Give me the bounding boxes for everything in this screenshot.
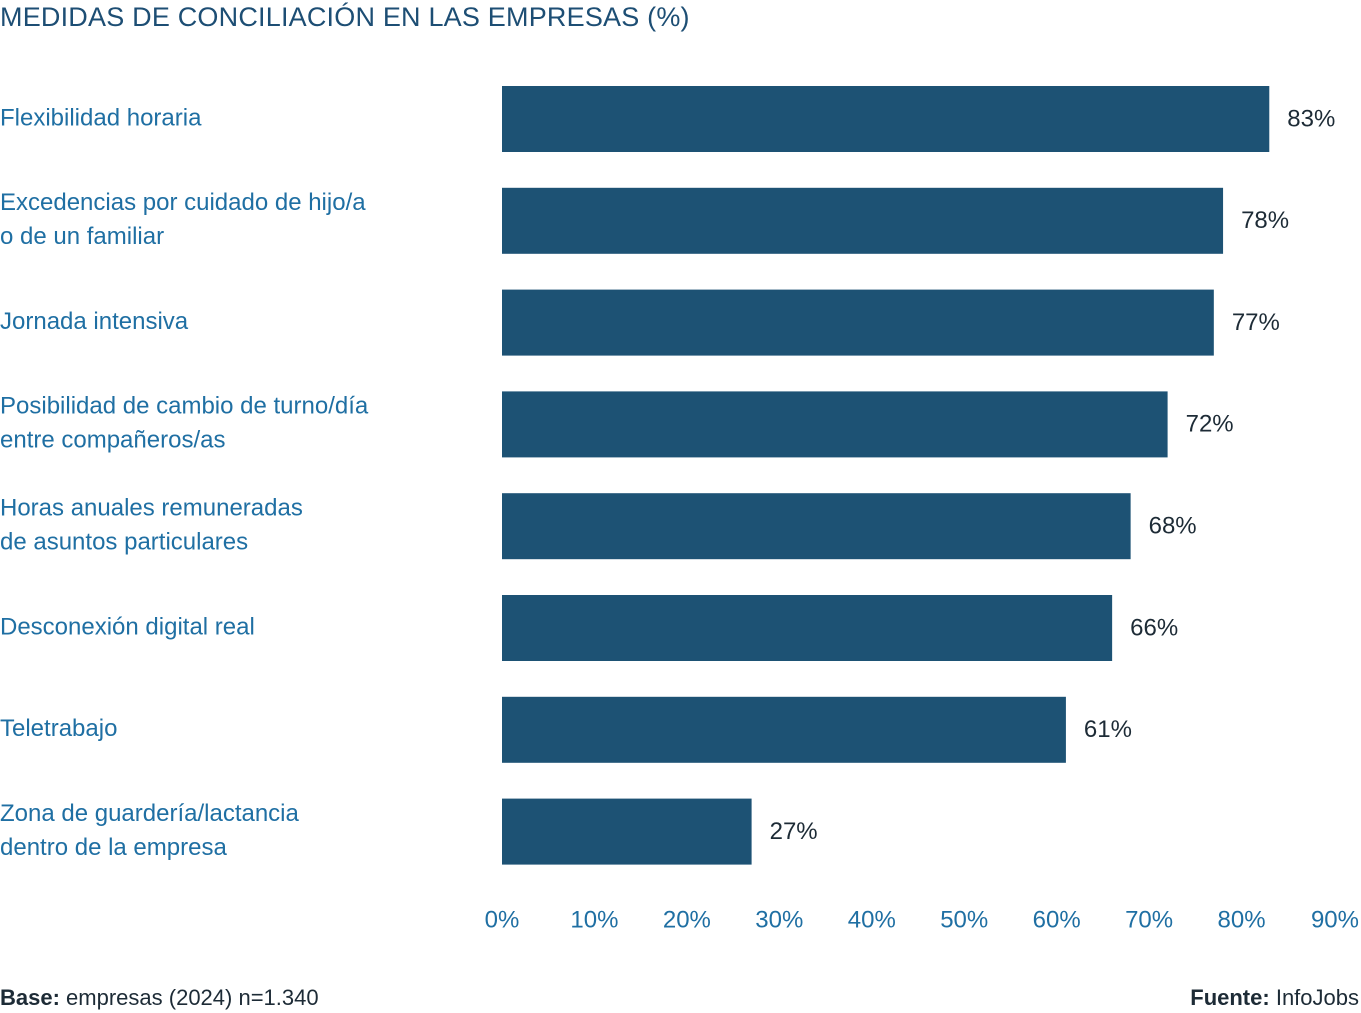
category-label: Posibilidad de cambio de turno/día entre …	[0, 393, 369, 454]
category-label-line: Excedencias por cuidado de hijo/a	[0, 189, 366, 216]
bar	[502, 289, 1214, 356]
bar	[502, 798, 752, 865]
category-label-line: Desconexión digital real	[0, 613, 255, 640]
category-label: Excedencias por cuidado de hijo/a o de un…	[0, 189, 366, 250]
category-label: Horas anuales remuneradas de asuntos part…	[0, 495, 303, 556]
footer-source-text: InfoJobs	[1275, 985, 1359, 1010]
footer-source-label: Fuente:	[1190, 985, 1270, 1010]
footer-base-text: empresas (2024) n=1.340	[66, 985, 319, 1010]
bar-value-label: 66%	[1130, 614, 1178, 641]
bar-value-label: 77%	[1232, 309, 1280, 336]
x-tick-label: 90%	[1311, 906, 1359, 933]
bar-value-label: 61%	[1084, 716, 1132, 743]
x-tick-label: 40%	[848, 906, 896, 933]
bar	[502, 187, 1224, 254]
x-tick-label: 30%	[755, 906, 803, 933]
x-tick-label: 50%	[940, 906, 988, 933]
chart-title: MEDIDAS DE CONCILIACIÓN EN LAS EMPRESAS …	[0, 2, 690, 32]
category-label-line: Jornada intensiva	[0, 308, 189, 335]
category-label-line: o de un familiar	[0, 223, 164, 250]
bar	[502, 391, 1168, 458]
bar-value-label: 72%	[1186, 411, 1234, 438]
category-label-line: dentro de la empresa	[0, 834, 227, 861]
footer-base-label: Base:	[0, 985, 60, 1010]
x-tick-label: 60%	[1033, 906, 1081, 933]
category-label: Desconexión digital real	[0, 613, 255, 640]
bar-value-label: 27%	[770, 818, 818, 845]
x-tick-label: 80%	[1218, 906, 1266, 933]
bar-value-label: 83%	[1287, 105, 1335, 132]
category-label-line: Flexibilidad horaria	[0, 104, 202, 131]
bar	[502, 493, 1131, 560]
x-tick-label: 10%	[570, 906, 618, 933]
x-tick-label: 70%	[1125, 906, 1173, 933]
footer-base-note: Base: empresas (2024) n=1.340	[0, 985, 319, 1011]
bar-value-label: 68%	[1149, 513, 1197, 540]
x-tick-label: 0%	[485, 906, 520, 933]
bar	[502, 86, 1270, 152]
bar-value-label: 78%	[1241, 207, 1289, 234]
x-tick-label: 20%	[663, 906, 711, 933]
footer-source-note: Fuente: InfoJobs	[1190, 985, 1359, 1011]
category-label: Flexibilidad horaria	[0, 104, 202, 131]
category-label-line: Horas anuales remuneradas	[0, 495, 303, 522]
bar	[502, 696, 1066, 763]
category-label-line: Zona de guardería/lactancia	[0, 800, 300, 827]
category-label-line: entre compañeros/as	[0, 427, 225, 454]
category-label: Jornada intensiva	[0, 308, 189, 335]
category-label-line: Posibilidad de cambio de turno/día	[0, 393, 369, 420]
category-label: Zona de guardería/lactancia dentro de la …	[0, 800, 300, 861]
category-label-line: de asuntos particulares	[0, 529, 248, 556]
category-label-line: Teletrabajo	[0, 715, 117, 742]
category-label: Teletrabajo	[0, 715, 117, 742]
bar	[502, 595, 1113, 661]
